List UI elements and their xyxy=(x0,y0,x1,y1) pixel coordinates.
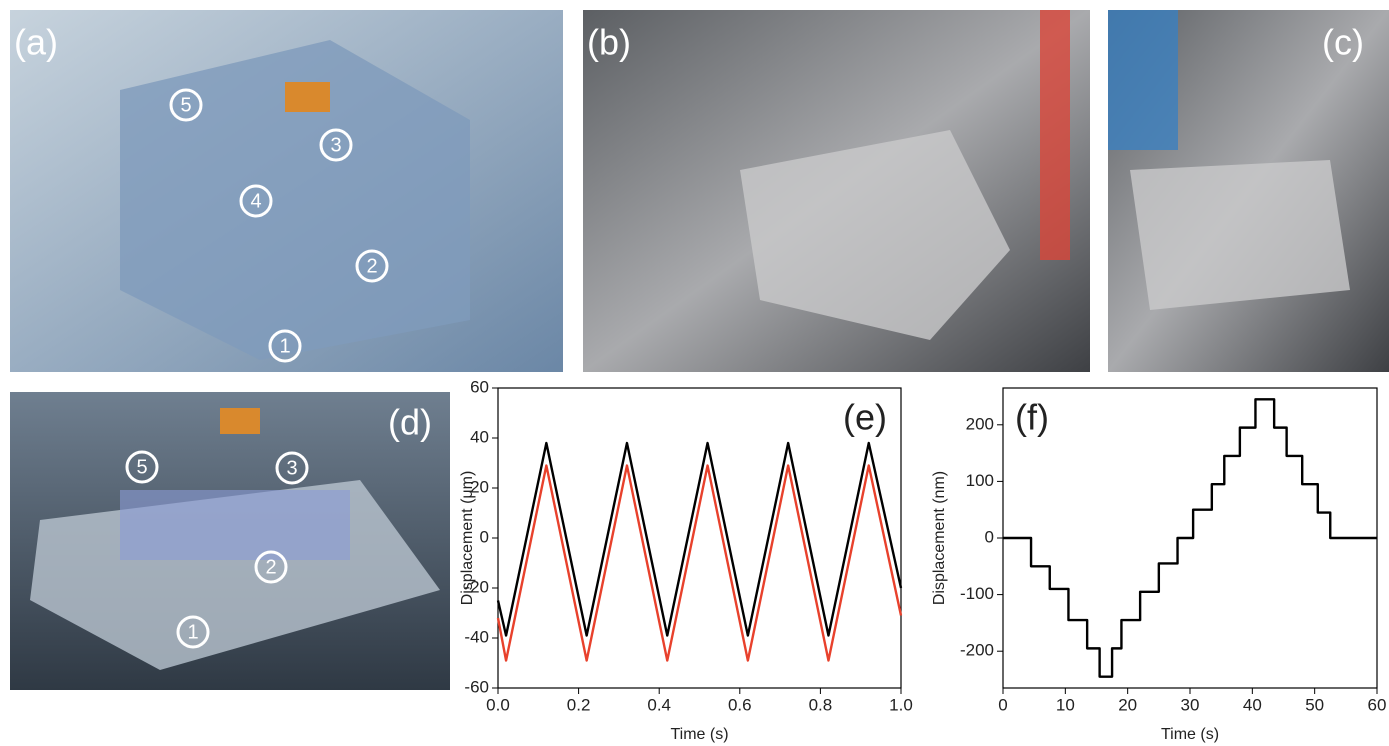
panel-label: (c) xyxy=(1322,22,1364,63)
marker-label: 1 xyxy=(279,335,290,357)
y-tick-label: -40 xyxy=(464,627,489,646)
panel-a: (a) 5 3 4 2 1 xyxy=(10,10,563,372)
x-tick-label: 60 xyxy=(1368,695,1387,714)
x-tick-label: 0.8 xyxy=(809,695,833,714)
y-tick-label: 200 xyxy=(966,414,994,433)
y-tick-label: 100 xyxy=(966,471,994,490)
y-tick-label: -60 xyxy=(464,677,489,696)
x-tick-label: 10 xyxy=(1056,695,1075,714)
x-tick-label: 0.4 xyxy=(647,695,671,714)
x-axis-label: Time (s) xyxy=(1161,726,1219,743)
panel-label: (b) xyxy=(587,22,631,63)
y-tick-label: 0 xyxy=(985,527,994,546)
y-axis-label: Displacement (nm) xyxy=(931,471,948,605)
panel-b: (b) xyxy=(583,10,1090,372)
marker-label: 5 xyxy=(136,456,147,478)
x-tick-label: 0.0 xyxy=(486,695,510,714)
x-tick-label: 40 xyxy=(1243,695,1262,714)
marker-label: 1 xyxy=(187,621,198,643)
y-tick-label: 40 xyxy=(470,427,489,446)
y-tick-label: -200 xyxy=(960,641,994,660)
figure: (a) 5 3 4 2 1 (b) (c) (d) 5 3 2 1 -60 -40… xyxy=(0,0,1389,746)
x-axis-label: Time (s) xyxy=(670,726,728,743)
x-tick-label: 20 xyxy=(1118,695,1137,714)
marker-label: 3 xyxy=(330,134,341,156)
marker-label: 5 xyxy=(180,94,191,116)
panel-label: (f) xyxy=(1015,397,1049,438)
x-tick-label: 1.0 xyxy=(889,695,913,714)
x-tick-label: 50 xyxy=(1305,695,1324,714)
panel-c: (c) xyxy=(1108,10,1389,372)
y-tick-label: -100 xyxy=(960,584,994,603)
x-tick-label: 30 xyxy=(1181,695,1200,714)
marker-label: 3 xyxy=(286,457,297,479)
y-tick-label: 60 xyxy=(470,377,489,396)
plot-frame xyxy=(498,388,901,688)
x-tick-label: 0.6 xyxy=(728,695,752,714)
x-tick-label: 0 xyxy=(998,695,1007,714)
marker-label: 2 xyxy=(265,556,276,578)
marker-label: 4 xyxy=(250,190,261,212)
x-tick-label: 0.2 xyxy=(567,695,591,714)
panel-label: (e) xyxy=(843,397,887,438)
y-axis-label: Displacement (μm) xyxy=(459,471,476,606)
series-line xyxy=(1003,399,1377,676)
panel-d: (d) 5 3 2 1 xyxy=(10,392,450,690)
y-tick-label: 0 xyxy=(480,527,489,546)
series-line xyxy=(498,466,901,661)
panel-label: (d) xyxy=(388,402,432,443)
panel-label: (a) xyxy=(14,22,58,63)
marker-label: 2 xyxy=(366,255,377,277)
